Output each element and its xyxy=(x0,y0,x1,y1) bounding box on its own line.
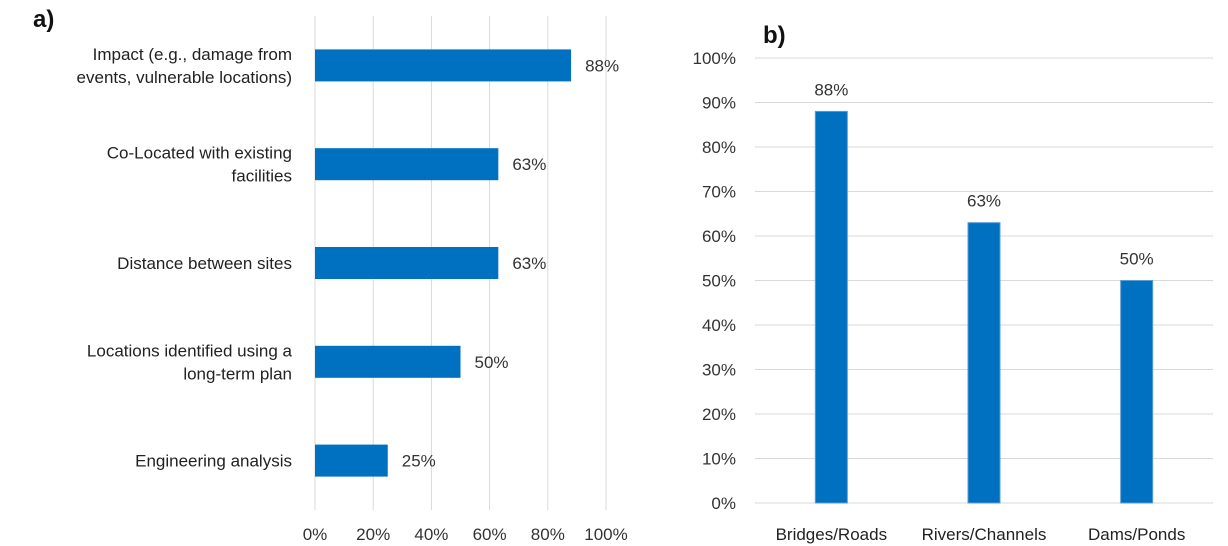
y-tick-label: 30% xyxy=(702,361,736,380)
bar xyxy=(315,345,461,378)
y-tick-label: 40% xyxy=(702,316,736,335)
panel-b-label: b) xyxy=(763,22,786,49)
y-tick-label: 70% xyxy=(702,183,736,202)
data-label: 88% xyxy=(585,56,619,75)
data-label: 63% xyxy=(512,254,546,273)
y-tick-label: 0% xyxy=(711,494,736,513)
data-label: 63% xyxy=(512,155,546,174)
bar xyxy=(315,247,499,279)
data-label: 88% xyxy=(814,80,848,99)
bar xyxy=(315,148,499,181)
category-label: facilities xyxy=(232,167,292,186)
category-label: Bridges/Roads xyxy=(776,525,888,544)
y-tick-label: 100% xyxy=(693,49,736,68)
y-tick-label: 10% xyxy=(702,450,736,469)
column xyxy=(1120,280,1154,504)
chart-b: 0% 10% 20% 30% 40% 50% 60% 70% 80% 90% 100% 88% Brid… xyxy=(693,49,1213,544)
y-tick-label: 90% xyxy=(702,94,736,113)
column xyxy=(967,222,1001,504)
y-tick-label: 60% xyxy=(702,227,736,246)
category-label: long-term plan xyxy=(183,364,292,383)
chart-a: 0% 20% 40% 60% 80% 100% 88% Impact (e.g., damag… xyxy=(77,16,628,544)
category-label: Rivers/Channels xyxy=(922,525,1047,544)
x-tick-label: 40% xyxy=(414,525,448,544)
category-label: Engineering analysis xyxy=(135,452,292,471)
category-label: Co-Located with existing xyxy=(107,144,292,163)
data-label: 25% xyxy=(402,452,436,471)
data-label: 50% xyxy=(475,353,509,372)
x-tick-label: 100% xyxy=(584,525,627,544)
category-label: Impact (e.g., damage from xyxy=(93,45,292,64)
category-label: Distance between sites xyxy=(117,254,292,273)
bar xyxy=(315,49,572,82)
category-label: events, vulnerable locations) xyxy=(77,68,292,87)
x-tick-label: 60% xyxy=(473,525,507,544)
x-tick-label: 0% xyxy=(303,525,328,544)
category-label: Locations identified using a xyxy=(87,341,293,360)
panel-a-label: a) xyxy=(33,6,54,33)
data-label: 63% xyxy=(967,192,1001,211)
x-tick-label: 80% xyxy=(531,525,565,544)
x-tick-label: 20% xyxy=(356,525,390,544)
category-label: Dams/Ponds xyxy=(1088,525,1185,544)
bar xyxy=(315,444,388,477)
column xyxy=(814,110,848,504)
data-label: 50% xyxy=(1120,250,1154,269)
y-tick-label: 80% xyxy=(702,138,736,157)
y-tick-label: 50% xyxy=(702,272,736,291)
y-tick-label: 20% xyxy=(702,405,736,424)
